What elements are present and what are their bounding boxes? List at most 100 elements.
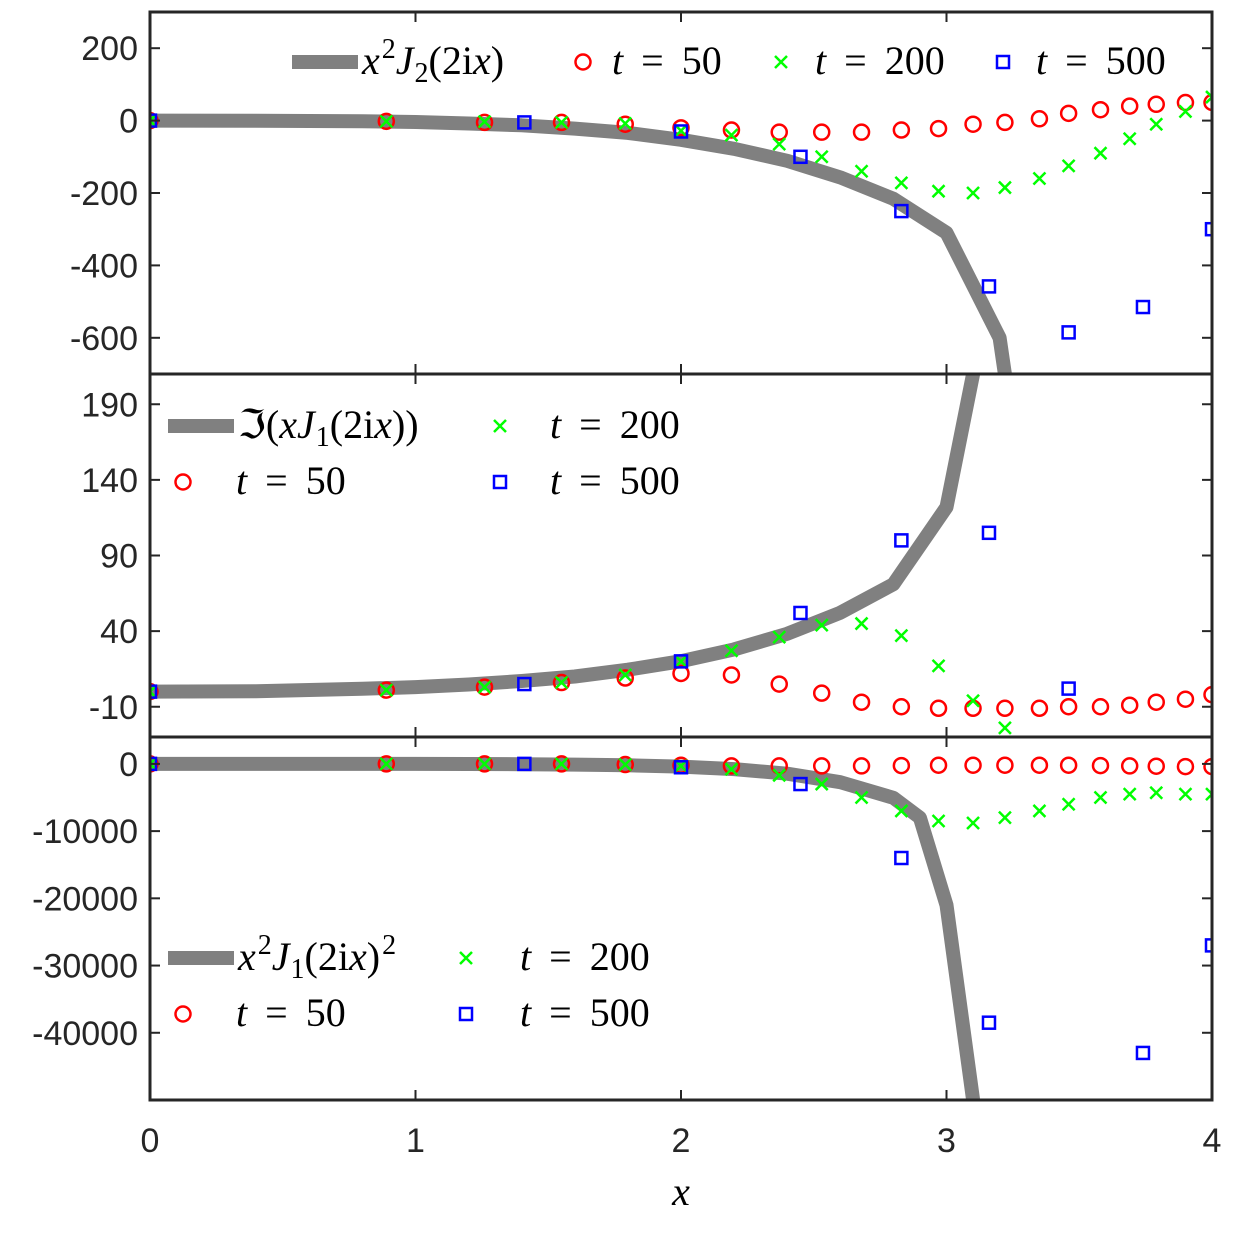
data-point-square <box>673 124 689 139</box>
data-point-square <box>981 525 997 541</box>
data-point-circle <box>616 669 634 687</box>
data-point-x <box>724 762 739 777</box>
y-tick-label: 190 <box>81 386 138 424</box>
data-point-circle <box>1203 685 1212 704</box>
data-point-circle <box>1091 698 1110 716</box>
data-point-x <box>724 128 739 142</box>
legend-curve-label: x2J1(2ix)2 <box>237 930 396 985</box>
data-point-x <box>1122 787 1137 802</box>
data-point-circle <box>1176 757 1195 776</box>
y-tick-label: 0 <box>119 103 138 141</box>
data-point-x <box>724 643 739 658</box>
data-point-square <box>1061 325 1076 340</box>
data-point-square <box>1135 299 1151 315</box>
x-axis-label: x <box>671 1169 690 1214</box>
data-point-circle <box>892 756 911 775</box>
y-tick-label: -40000 <box>32 1015 138 1053</box>
legend-series-label: t = 50 <box>612 38 722 83</box>
data-point-circle <box>892 121 911 139</box>
x-tick-label: 3 <box>937 1122 956 1160</box>
legend-series-label: t = 200 <box>520 934 650 979</box>
y-tick-label: -200 <box>70 175 138 213</box>
data-point-x <box>1178 787 1193 802</box>
data-point-circle <box>852 123 871 141</box>
data-point-x <box>150 757 157 771</box>
data-point-circle <box>812 757 831 775</box>
data-point-x <box>931 659 946 673</box>
data-point-square <box>894 850 909 866</box>
data-point-x <box>674 654 688 669</box>
data-point-circle <box>812 684 831 702</box>
data-point-circle <box>1147 757 1165 775</box>
data-point-circle <box>1059 698 1078 716</box>
data-point-x <box>477 680 492 694</box>
data-point-x <box>966 186 980 200</box>
x-tick-label: 4 <box>1203 1122 1222 1160</box>
data-point-square <box>1135 1045 1151 1061</box>
data-point-circle <box>552 673 571 692</box>
data-point-circle <box>929 699 948 718</box>
y-tick-label: 0 <box>119 746 138 784</box>
data-point-circle <box>1091 756 1110 775</box>
data-point-circle <box>1203 757 1212 776</box>
data-point-x <box>998 810 1012 825</box>
data-point-circle <box>616 115 634 133</box>
y-tick-label: -400 <box>70 247 138 285</box>
y-tick-label: 40 <box>100 613 138 651</box>
data-point-x <box>1205 90 1212 104</box>
data-point-x <box>477 114 492 129</box>
legend-series-label: t = 500 <box>1036 38 1166 83</box>
data-point-x <box>998 721 1012 735</box>
data-point-x <box>966 816 980 830</box>
data-point-circle <box>722 666 741 684</box>
data-point-circle <box>812 123 831 141</box>
legend-circle-marker <box>574 53 592 71</box>
x-tick-label: 1 <box>406 1122 425 1160</box>
axes-frame <box>148 735 1214 1102</box>
data-point-x <box>931 184 946 199</box>
data-point-x <box>1149 117 1164 132</box>
data-point-circle <box>552 755 571 773</box>
data-point-x <box>554 757 569 771</box>
legend-series-label: t = 500 <box>550 458 680 503</box>
top-panel: 200 0 -200 -400 -600 x2J2(2ix) t = 50 t = 200 t = 500 <box>70 10 1214 376</box>
data-point-circle <box>672 119 690 137</box>
middle-panel: 190 140 90 40 -10 ℑ(xJ1(2ix)) t = 200 t = 50 t = 500 <box>81 372 1214 739</box>
legend-top: x2J2(2ix) t = 50 t = 200 t = 500 <box>292 34 1166 89</box>
data-point-x <box>854 616 869 631</box>
data-point-circle <box>1147 95 1165 114</box>
legend-x-marker <box>493 419 507 433</box>
data-point-x <box>554 115 569 130</box>
legend-curve-label: ℑ(xJ1(2ix)) <box>238 402 419 453</box>
reference-curve-line <box>150 756 981 1100</box>
y-tick-label: -600 <box>70 320 138 358</box>
data-point-circle <box>377 755 396 773</box>
data-point-circle <box>1203 93 1212 112</box>
marker-group <box>150 90 1212 340</box>
data-point-circle <box>770 675 788 693</box>
data-point-circle <box>996 113 1014 132</box>
data-point-square <box>1204 221 1212 237</box>
data-point-square <box>894 203 909 219</box>
data-point-square <box>517 676 532 692</box>
data-point-circle <box>377 112 396 131</box>
x-tick-label: 0 <box>141 1122 160 1160</box>
data-point-x <box>150 684 157 699</box>
data-point-circle <box>552 113 571 132</box>
marker-group <box>150 525 1212 735</box>
data-point-x <box>931 814 946 828</box>
data-point-x <box>1093 790 1108 805</box>
data-point-circle <box>616 755 634 774</box>
y-tick-label: -10 <box>89 689 138 727</box>
data-point-x <box>379 757 394 771</box>
legend-series-label: t = 200 <box>815 38 945 83</box>
data-point-x <box>772 768 787 783</box>
data-point-circle <box>1030 699 1049 718</box>
data-point-x <box>674 123 688 138</box>
data-point-x <box>618 757 633 772</box>
data-point-square <box>150 684 158 699</box>
data-point-circle <box>929 756 948 774</box>
bottom-panel: 0 -10000 -20000 -30000 -40000 0 1 2 3 4 x x2J1(2ix)… <box>32 735 1222 1214</box>
data-point-x <box>998 180 1012 195</box>
data-point-x <box>814 618 829 632</box>
